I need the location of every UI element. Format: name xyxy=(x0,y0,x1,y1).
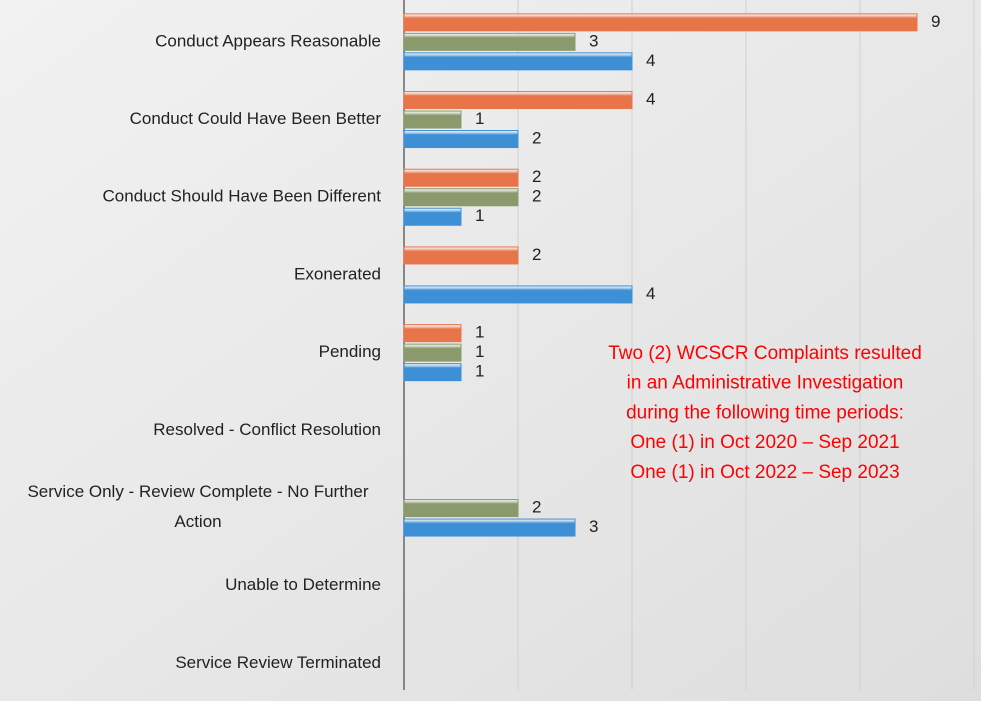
bar xyxy=(403,499,519,518)
bar xyxy=(403,343,462,362)
bar xyxy=(403,110,462,129)
value-label: 2 xyxy=(532,245,541,264)
value-label: 4 xyxy=(646,90,655,109)
value-label: 1 xyxy=(475,362,484,381)
value-label: 2 xyxy=(532,167,541,186)
annotation: in an Administrative Investigation xyxy=(627,373,904,394)
annotation: during the following time periods: xyxy=(626,402,904,423)
value-label: 3 xyxy=(589,517,598,536)
bar xyxy=(403,188,519,207)
bar xyxy=(403,91,633,110)
value-label: 9 xyxy=(931,12,940,31)
bar xyxy=(403,285,633,304)
y-tick-label: Exonerated xyxy=(294,264,381,283)
value-label: 4 xyxy=(646,284,655,303)
annotation: One (1) in Oct 2020 – Sep 2021 xyxy=(630,432,899,453)
bar xyxy=(403,52,633,71)
value-label: 3 xyxy=(589,31,598,50)
annotation: Two (2) WCSCR Complaints resulted xyxy=(608,343,922,364)
bar xyxy=(403,168,519,187)
bar xyxy=(403,246,519,265)
value-label: 1 xyxy=(475,323,484,342)
bar xyxy=(403,13,918,32)
y-tick-label: Conduct Should Have Been Different xyxy=(103,187,382,206)
y-tick-label: Service Review Terminated xyxy=(175,653,381,672)
annotation: One (1) in Oct 2022 – Sep 2023 xyxy=(630,462,899,483)
y-tick-label: Service Only - Review Complete - No Furt… xyxy=(27,483,368,532)
y-tick-label: Conduct Appears Reasonable xyxy=(155,31,381,50)
value-label: 2 xyxy=(532,187,541,206)
bar xyxy=(403,363,462,382)
value-label: 4 xyxy=(646,51,655,70)
bar xyxy=(403,324,462,343)
value-label: 1 xyxy=(475,206,484,225)
bar xyxy=(403,207,462,226)
value-label: 1 xyxy=(475,109,484,128)
value-label: 2 xyxy=(532,129,541,148)
value-label: 1 xyxy=(475,342,484,361)
y-tick-label: Unable to Determine xyxy=(225,575,381,594)
bar xyxy=(403,32,576,51)
y-tick-label: Conduct Could Have Been Better xyxy=(130,109,382,128)
y-tick-label: Pending xyxy=(319,342,381,361)
bar xyxy=(403,518,576,537)
value-label: 2 xyxy=(532,498,541,517)
bar xyxy=(403,130,519,149)
y-tick-label: Resolved - Conflict Resolution xyxy=(153,420,381,439)
